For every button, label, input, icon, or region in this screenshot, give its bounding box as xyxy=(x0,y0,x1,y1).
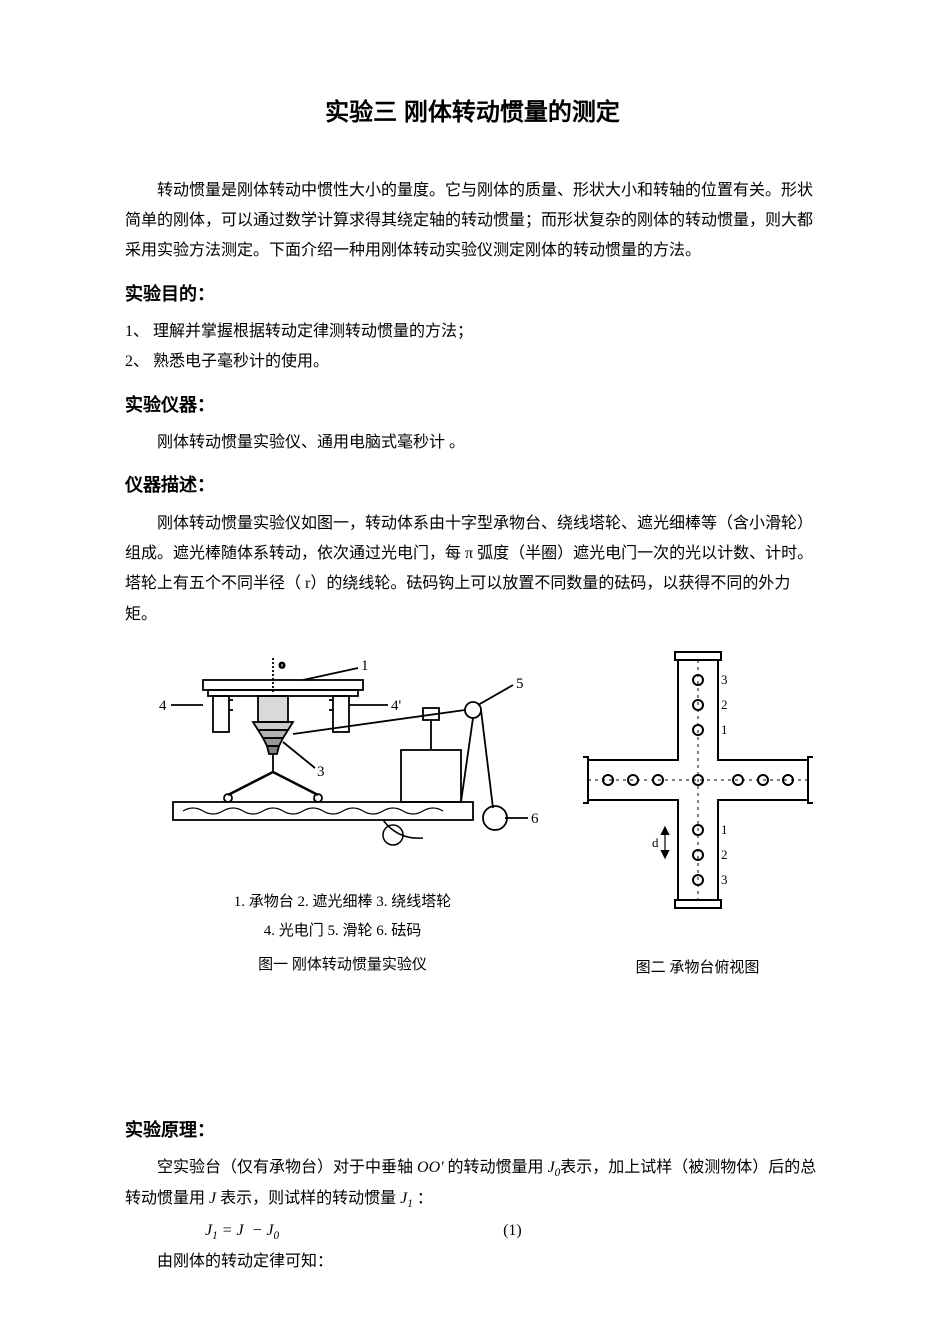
fig1-label-3: 3 xyxy=(317,764,325,780)
section-description-heading: 仪器描述： xyxy=(125,468,820,502)
var-j0: J0 xyxy=(548,1159,561,1176)
page-title: 实验三 刚体转动惯量的测定 xyxy=(125,90,820,136)
apparatus-diagram-icon: o xyxy=(133,650,553,880)
description-text: 刚体转动惯量实验仪如图一，转动体系由十字型承物台、绕线塔轮、遮光细棒等（含小滑轮… xyxy=(125,509,820,631)
fig2-d-label: d xyxy=(652,835,659,850)
section-purpose-heading: 实验目的： xyxy=(125,277,820,311)
principle-para-2: 由刚体的转动定律可知： xyxy=(125,1247,820,1277)
fig2-n2-bot: 2 xyxy=(721,847,728,862)
figure-2: 3 2 1 1 2 3 d 图二 承物台俯视图 xyxy=(583,650,813,983)
fig1-label-4p: 4' xyxy=(391,698,402,714)
equation-1: J1 = J − J0 (1) xyxy=(125,1216,820,1247)
purpose-item-1: 1、 理解并掌握根据转动定律测转动惯量的方法； xyxy=(125,317,820,347)
figure-1-legend: 1. 承物台 2. 遮光细棒 3. 绕线塔轮 4. 光电门 5. 滑轮 6. 砝… xyxy=(133,888,553,945)
section-apparatus-heading: 实验仪器： xyxy=(125,388,820,422)
fig2-n1-top: 1 xyxy=(721,722,728,737)
principle-para-1: 空实验台（仅有承物台）对于中垂轴 OO' 的转动惯量用 J0表示，加上试样（被测… xyxy=(125,1153,820,1216)
fig2-n3-bot: 3 xyxy=(721,872,728,887)
fig2-n2-top: 2 xyxy=(721,697,728,712)
legend-line-1: 1. 承物台 2. 遮光细棒 3. 绕线塔轮 xyxy=(133,888,553,917)
apparatus-text: 刚体转动惯量实验仪、通用电脑式毫秒计 。 xyxy=(125,428,820,458)
legend-line-2: 4. 光电门 5. 滑轮 6. 砝码 xyxy=(133,917,553,946)
fig1-label-1: 1 xyxy=(361,658,369,674)
eq1-text: J1 = J − J0 xyxy=(205,1222,279,1239)
fig1-label-6: 6 xyxy=(531,811,539,827)
var-j1: J1 xyxy=(400,1190,413,1207)
section-principle-heading: 实验原理： xyxy=(125,1113,820,1147)
fig2-n3-top: 3 xyxy=(721,672,728,687)
figure-1: o xyxy=(133,650,553,983)
fig1-label-4: 4 xyxy=(159,698,167,714)
var-oo: OO' xyxy=(417,1159,444,1176)
figure-1-caption: 图一 刚体转动惯量实验仪 xyxy=(133,951,553,980)
fig1-label-5: 5 xyxy=(516,676,524,692)
figures-row: o xyxy=(125,650,820,983)
intro-paragraph: 转动惯量是刚体转动中惯性大小的量度。它与刚体的质量、形状大小和转轴的位置有关。形… xyxy=(125,176,820,267)
axis-label: o xyxy=(279,657,285,671)
figure-2-caption: 图二 承物台俯视图 xyxy=(583,954,813,983)
cross-platform-icon: 3 2 1 1 2 3 d xyxy=(583,650,813,930)
purpose-item-2: 2、 熟悉电子毫秒计的使用。 xyxy=(125,347,820,377)
fig2-n1-bot: 1 xyxy=(721,822,728,837)
eq1-number: (1) xyxy=(503,1216,522,1246)
